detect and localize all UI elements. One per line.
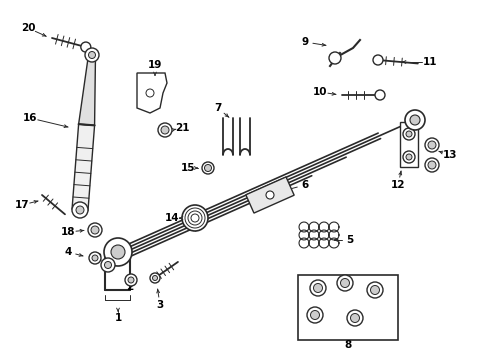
Polygon shape xyxy=(137,73,167,113)
Circle shape xyxy=(72,202,88,218)
Circle shape xyxy=(161,126,169,134)
Circle shape xyxy=(81,42,91,52)
Bar xyxy=(298,275,398,340)
Circle shape xyxy=(125,274,137,286)
Circle shape xyxy=(314,284,322,292)
Text: 4: 4 xyxy=(64,247,72,257)
Circle shape xyxy=(410,115,420,125)
Circle shape xyxy=(88,223,102,237)
Text: 12: 12 xyxy=(391,180,405,190)
Circle shape xyxy=(307,307,323,323)
Circle shape xyxy=(191,214,199,222)
Circle shape xyxy=(91,226,99,234)
Text: 19: 19 xyxy=(148,60,162,70)
Circle shape xyxy=(425,158,439,172)
Polygon shape xyxy=(72,124,95,211)
Circle shape xyxy=(266,191,274,199)
Circle shape xyxy=(128,277,134,283)
Circle shape xyxy=(182,205,208,231)
Circle shape xyxy=(311,310,319,320)
Circle shape xyxy=(89,51,96,59)
Text: 13: 13 xyxy=(443,150,457,160)
Text: 16: 16 xyxy=(23,113,37,123)
Circle shape xyxy=(341,279,349,288)
Circle shape xyxy=(373,55,383,65)
Circle shape xyxy=(185,208,205,228)
Text: 2: 2 xyxy=(126,282,134,292)
Text: 11: 11 xyxy=(423,57,437,67)
Circle shape xyxy=(101,258,115,272)
Polygon shape xyxy=(400,122,418,167)
Circle shape xyxy=(204,165,212,171)
Text: 7: 7 xyxy=(214,103,221,113)
Circle shape xyxy=(350,314,360,323)
Circle shape xyxy=(310,280,326,296)
Text: 9: 9 xyxy=(301,37,309,47)
Circle shape xyxy=(150,273,160,283)
Text: 6: 6 xyxy=(301,180,309,190)
Circle shape xyxy=(403,128,415,140)
Circle shape xyxy=(202,162,214,174)
Circle shape xyxy=(403,151,415,163)
Text: 14: 14 xyxy=(165,213,179,223)
Polygon shape xyxy=(246,177,294,213)
Circle shape xyxy=(111,245,125,259)
Circle shape xyxy=(375,90,385,100)
Circle shape xyxy=(347,310,363,326)
Circle shape xyxy=(104,238,132,266)
Circle shape xyxy=(428,141,436,149)
Text: 18: 18 xyxy=(61,227,75,237)
Text: 21: 21 xyxy=(175,123,189,133)
Text: 10: 10 xyxy=(313,87,327,97)
Circle shape xyxy=(85,48,99,62)
Polygon shape xyxy=(78,55,96,125)
Circle shape xyxy=(146,89,154,97)
Circle shape xyxy=(188,211,202,225)
Circle shape xyxy=(405,110,425,130)
Circle shape xyxy=(370,285,379,294)
Circle shape xyxy=(104,261,112,269)
Text: 3: 3 xyxy=(156,300,164,310)
Text: 5: 5 xyxy=(346,235,354,245)
Circle shape xyxy=(406,154,412,160)
Circle shape xyxy=(89,252,101,264)
Circle shape xyxy=(337,275,353,291)
Circle shape xyxy=(158,123,172,137)
Circle shape xyxy=(92,255,98,261)
Text: 1: 1 xyxy=(114,313,122,323)
Text: 15: 15 xyxy=(181,163,195,173)
Text: 20: 20 xyxy=(21,23,35,33)
Text: 2: 2 xyxy=(95,253,101,263)
Circle shape xyxy=(76,206,84,214)
Circle shape xyxy=(406,131,412,137)
Text: 17: 17 xyxy=(15,200,29,210)
Circle shape xyxy=(425,138,439,152)
Circle shape xyxy=(367,282,383,298)
Circle shape xyxy=(152,275,157,280)
Circle shape xyxy=(428,161,436,169)
Text: 8: 8 xyxy=(344,340,352,350)
Circle shape xyxy=(329,52,341,64)
